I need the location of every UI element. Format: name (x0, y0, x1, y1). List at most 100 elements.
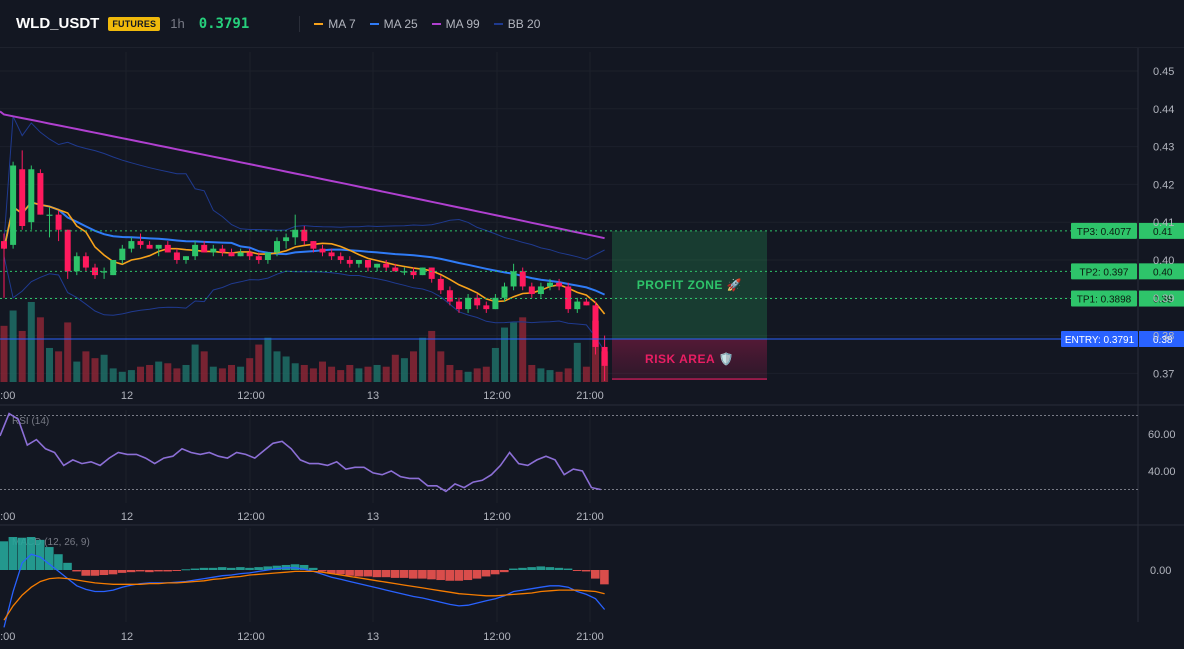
profit-zone (612, 230, 767, 340)
price-tick-label: 0.39 (1153, 293, 1174, 305)
macd-histogram-bar (81, 570, 90, 576)
entry-axis-label: 0.38 (1153, 335, 1173, 346)
symbol-name[interactable]: WLD_USDT (16, 15, 100, 32)
price-levels: TP3: 0.4077 0.41 TP2: 0.397 0.40 TP1: 0.3898… (0, 222, 1184, 348)
candle-body (510, 271, 517, 287)
macd-histogram-bar (463, 570, 473, 581)
volume-bar (501, 327, 508, 382)
legend-ma99[interactable]: MA 99 (431, 17, 480, 31)
macd-histogram-bar (363, 570, 373, 577)
candle-body (246, 252, 253, 257)
macd-histogram-bar (318, 570, 327, 572)
candle-body (328, 252, 335, 257)
candle-body (1, 241, 7, 249)
time-label: 12:00 (483, 511, 511, 523)
volume-bar (246, 358, 254, 382)
macd-histogram-bar (372, 570, 382, 578)
time-label: 13 (367, 511, 379, 523)
time-label: 21:00 (576, 631, 604, 643)
price-tick-label: 0.41 (1153, 217, 1174, 229)
ma25-line (3, 201, 606, 296)
legend-ma25[interactable]: MA 25 (369, 16, 418, 31)
volume-bar (237, 366, 245, 382)
volume-bar (228, 364, 235, 382)
macd-histogram-bar (163, 570, 172, 572)
volume-bar (300, 364, 308, 382)
volume-bar (46, 347, 53, 382)
candle-body (210, 248, 217, 253)
volume-bar (173, 368, 181, 382)
candle-body (465, 297, 472, 310)
macd-histogram-bar (190, 568, 200, 570)
candle-body (365, 260, 371, 268)
ma99-line (0, 110, 605, 240)
time-label: 13 (367, 631, 379, 643)
candle-body (82, 256, 89, 268)
volume-bar (91, 358, 99, 382)
trading-chart[interactable]: PROFIT ZONE 🚀 RISK AREA 🛡️ TP3: 0.4077 0.… (0, 48, 1184, 649)
macd-line (3, 553, 606, 628)
tp3-axis-label: 0.41 (1153, 227, 1173, 238)
time-label: 13 (367, 390, 379, 402)
macd-histogram-bar (581, 570, 591, 572)
tp2-axis-label: 0.40 (1153, 267, 1173, 278)
price-tick-label: 0.37 (1153, 368, 1174, 380)
macd-histogram-bar (45, 547, 54, 570)
rsi-tick-label: 60.00 (1148, 429, 1176, 441)
candle-body (437, 278, 444, 291)
time-label: 12:00 (237, 511, 265, 523)
macd-histogram-bar (227, 567, 236, 570)
macd-histogram-bar (390, 570, 400, 578)
macd-histogram-bar (63, 562, 72, 570)
bb20-swatch (493, 22, 503, 25)
macd-histogram-bar (472, 570, 482, 579)
candle-body (283, 237, 290, 242)
volume-bar (582, 366, 590, 382)
macd-histogram-bar (509, 568, 518, 570)
price-axis[interactable]: 0.45 0.44 0.43 0.42 0.41 0.40 0.39 0.38 0.37 (1153, 66, 1174, 380)
candle-body (10, 165, 17, 245)
price-tick-label: 0.42 (1153, 179, 1174, 191)
macd-label: MACD (12, 26, 9) (12, 537, 90, 548)
macd-tick-label: 0.00 (1150, 565, 1171, 577)
volume-bar (64, 322, 72, 382)
volume-bar (519, 317, 527, 382)
candle-body (346, 260, 353, 264)
legend-ma7[interactable]: MA 7 (314, 17, 356, 31)
candle-body (492, 297, 499, 310)
macd-histogram-bar (54, 554, 63, 570)
macd-histogram-bar (263, 566, 272, 570)
volume-bar (127, 370, 135, 382)
macd-histogram-bar (381, 570, 391, 578)
macd-histogram-bar (591, 570, 600, 579)
interval-selector[interactable]: 1h (170, 16, 185, 31)
candle-body (101, 271, 108, 273)
candle-body (201, 244, 208, 253)
volume-bar (346, 364, 354, 382)
candle-body (319, 248, 326, 253)
volume-bar (482, 366, 490, 382)
candle-body (310, 241, 317, 249)
volume-bar (118, 371, 126, 382)
volume-bar (437, 351, 445, 382)
macd-histogram-bar (290, 564, 300, 570)
rsi-tick-label: 40.00 (1148, 466, 1176, 478)
volume-bar (255, 344, 263, 382)
chart-header: WLD_USDT FUTURES 1h 0.3791 MA 7 MA 25 MA… (0, 0, 1184, 48)
candle-body (601, 346, 608, 366)
legend-bb20[interactable]: BB 20 (493, 17, 540, 31)
macd-histogram-bar (236, 567, 245, 570)
candle-body (37, 173, 44, 215)
volume-bar (82, 351, 90, 382)
candle-body (383, 263, 390, 268)
futures-badge: FUTURES (108, 16, 161, 31)
candle-body (446, 290, 453, 302)
time-label: 12 (121, 511, 133, 523)
candle-body (173, 252, 180, 260)
legend-ma25-label: MA 25 (383, 16, 418, 31)
macd-histogram-bar (308, 567, 318, 570)
candle-body (537, 286, 544, 295)
candle-body (337, 256, 344, 260)
macd-histogram-bar (454, 570, 464, 581)
volume-bar (291, 363, 299, 382)
